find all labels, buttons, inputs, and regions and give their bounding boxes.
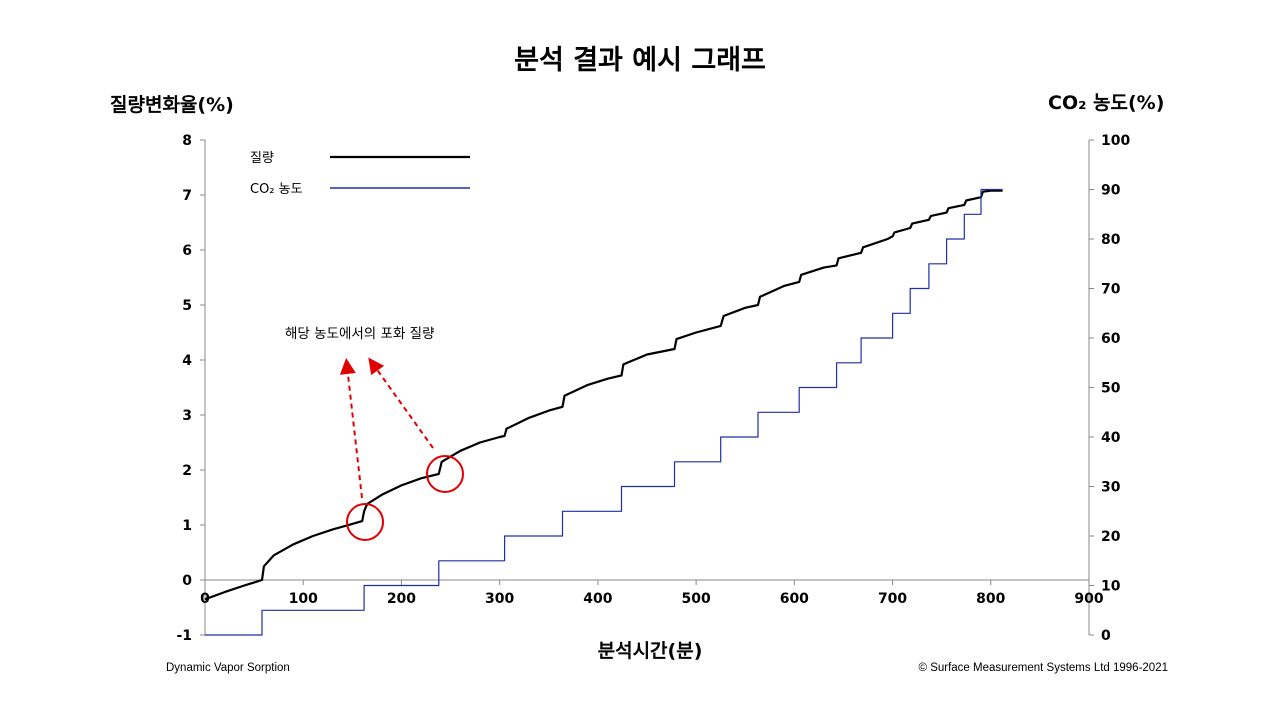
x-tick-label: 300 <box>485 591 514 607</box>
y-tick-label-right: 100 <box>1101 133 1130 149</box>
highlight-circle <box>426 455 464 493</box>
y-tick-label-left: -1 <box>176 628 192 644</box>
footer-right: © Surface Measurement Systems Ltd 1996-2… <box>918 662 1168 674</box>
annotations: 해당 농도에서의 포화 질량 <box>285 326 464 541</box>
y-tick-label-right: 40 <box>1101 430 1121 446</box>
x-tick-label: 500 <box>681 591 710 607</box>
y-tick-label-right: 60 <box>1101 331 1121 347</box>
y-tick-label-left: 0 <box>182 573 192 589</box>
y-tick-label-right: 50 <box>1101 381 1121 397</box>
chart-title: 분석 결과 예시 그래프 <box>514 45 766 76</box>
series-line-co2 <box>205 188 1003 636</box>
x-tick-label: 400 <box>583 591 612 607</box>
y-tick-label-right: 70 <box>1101 282 1121 298</box>
arrow-line <box>368 357 434 449</box>
legend: 질량 CO₂ 농도 <box>250 151 470 197</box>
footer-left: Dynamic Vapor Sorption <box>166 662 290 674</box>
y-tick-label-left: 2 <box>182 463 192 479</box>
y-axis-label-right: CO₂ 농도(%) <box>1048 92 1165 114</box>
y-tick-label-left: 6 <box>182 243 192 259</box>
y-tick-label-right: 80 <box>1101 232 1121 248</box>
highlight-circle <box>346 503 384 541</box>
y-tick-label-right: 90 <box>1101 183 1121 199</box>
y-tick-label-right: 30 <box>1101 480 1121 496</box>
y-tick-label-right: 20 <box>1101 529 1121 545</box>
x-tick-label: 800 <box>976 591 1005 607</box>
legend-label: CO₂ 농도 <box>250 182 303 197</box>
y-tick-label-right: 10 <box>1101 579 1121 595</box>
series-layer <box>204 188 1003 636</box>
y-tick-label-right: 0 <box>1101 628 1111 644</box>
arrow-line <box>339 358 363 499</box>
y-tick-label-left: 4 <box>182 353 192 369</box>
x-tick-label: 600 <box>780 591 809 607</box>
x-tick-label: 100 <box>289 591 318 607</box>
legend-label: 질량 <box>250 151 274 166</box>
y-tick-label-left: 7 <box>182 188 192 204</box>
x-tick-label: 700 <box>878 591 907 607</box>
y-tick-label-left: 1 <box>182 518 192 534</box>
y-tick-label-left: 8 <box>182 133 192 149</box>
y-axis-label-left: 질량변화율(%) <box>110 94 234 116</box>
series-line-mass <box>204 189 1003 601</box>
x-tick-label: 200 <box>387 591 416 607</box>
annotation-text: 해당 농도에서의 포화 질량 <box>285 326 435 342</box>
y-tick-label-left: 3 <box>182 408 192 424</box>
x-tick-label: 900 <box>1074 591 1103 607</box>
x-axis-label: 분석시간(분) <box>597 640 703 662</box>
y-tick-label-left: 5 <box>182 298 192 314</box>
